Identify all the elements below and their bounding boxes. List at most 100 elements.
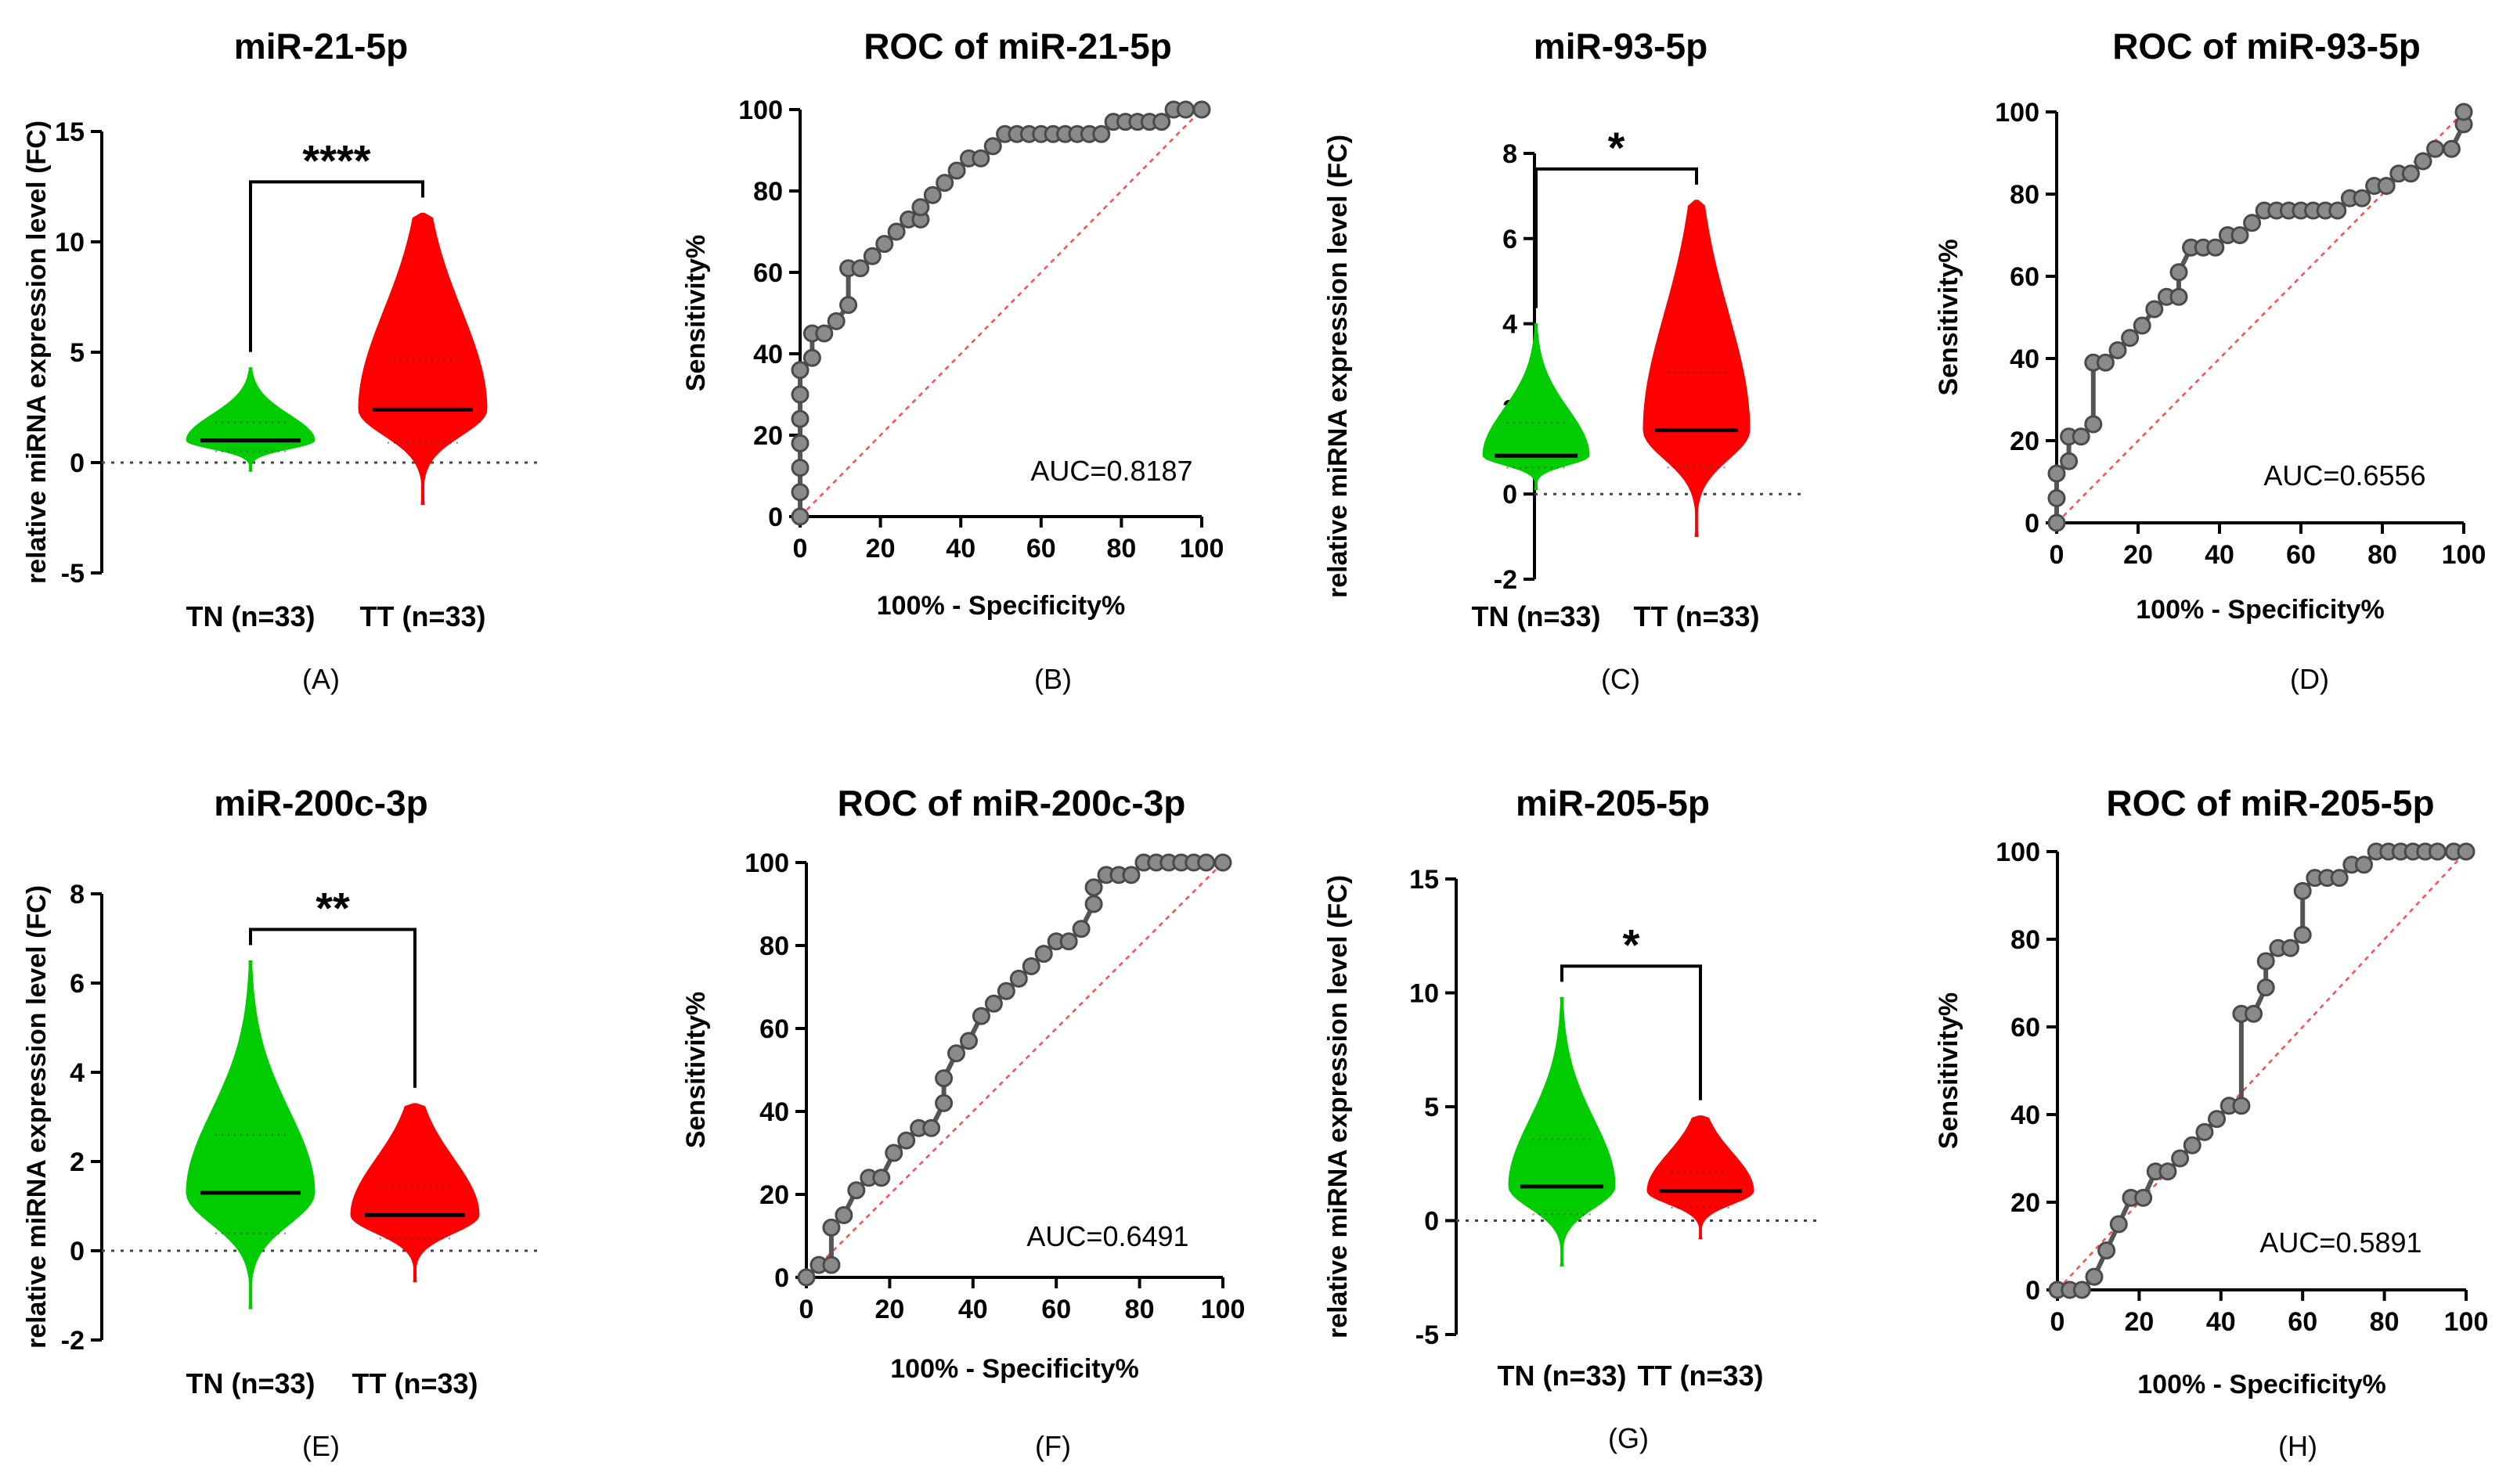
category-label: TN (n=33) bbox=[1471, 600, 1600, 632]
significance-stars: **** bbox=[302, 135, 370, 185]
x-tick-label: 40 bbox=[2206, 1307, 2236, 1337]
panel-label: (H) bbox=[2278, 1430, 2317, 1462]
roc-point bbox=[2108, 341, 2127, 359]
roc-point bbox=[2158, 1162, 2177, 1181]
roc-point bbox=[2281, 938, 2300, 957]
roc-point bbox=[1192, 100, 1211, 119]
roc-point bbox=[2293, 881, 2312, 900]
roc-point bbox=[972, 1007, 990, 1025]
y-tick-label: -5 bbox=[61, 559, 85, 589]
y-tick-label: 60 bbox=[2010, 1013, 2040, 1043]
panel-label: (F) bbox=[1035, 1430, 1071, 1462]
panel-4: ROC of miR-93-5p (D) 00 20 20 40 40 60 60 80 80 100… bbox=[1934, 26, 2486, 695]
roc-point bbox=[2047, 489, 2066, 507]
roc-point bbox=[947, 161, 966, 180]
roc-point bbox=[2097, 1241, 2116, 1260]
roc-point bbox=[822, 1218, 841, 1237]
roc-point bbox=[1034, 945, 1053, 964]
chart-title: miR-200c-3p bbox=[214, 783, 428, 823]
y-tick-label: 80 bbox=[2010, 180, 2039, 210]
roc-point bbox=[2414, 152, 2432, 171]
roc-point bbox=[2134, 1188, 2153, 1207]
roc-point bbox=[2230, 226, 2249, 244]
y-tick-label: -2 bbox=[1494, 565, 1517, 595]
y-tick-label: 100 bbox=[1996, 837, 2040, 867]
roc-point bbox=[2072, 1280, 2091, 1299]
roc-point bbox=[2454, 103, 2473, 121]
roc-point bbox=[1072, 920, 1091, 938]
roc-point bbox=[2377, 177, 2396, 195]
y-tick-label: 40 bbox=[2010, 344, 2039, 374]
significance-bracket bbox=[1560, 964, 1702, 1100]
roc-point bbox=[827, 312, 846, 330]
y-axis-label: Sensitivity% bbox=[1934, 239, 1963, 395]
y-tick-label: 0 bbox=[768, 502, 783, 532]
y-tick-label: 100 bbox=[745, 848, 789, 878]
significance-bracket bbox=[249, 180, 424, 352]
roc-point bbox=[791, 434, 810, 452]
roc-point bbox=[2171, 1149, 2190, 1168]
roc-point bbox=[2293, 925, 2312, 944]
roc-point bbox=[2353, 189, 2371, 207]
roc-point bbox=[791, 507, 810, 526]
y-axis-label: Sensitivity% bbox=[1934, 992, 1963, 1149]
violin-tn bbox=[1482, 323, 1590, 491]
roc-point bbox=[935, 1093, 954, 1112]
roc-point bbox=[2243, 214, 2262, 232]
y-tick-label: 0 bbox=[1424, 1207, 1439, 1237]
y-tick-label: 5 bbox=[1424, 1093, 1439, 1122]
x-tick-label: 80 bbox=[2367, 540, 2397, 570]
significance-stars: * bbox=[1623, 920, 1640, 969]
significance-bracket bbox=[249, 928, 416, 1088]
x-axis-label: 100% - Specificity% bbox=[2136, 595, 2384, 625]
category-label: TT (n=33) bbox=[359, 600, 485, 632]
y-tick-label: -5 bbox=[1415, 1320, 1439, 1350]
x-axis-label: 100% - Specificity% bbox=[2137, 1370, 2385, 1399]
roc-point bbox=[815, 324, 834, 343]
x-tick-label: 0 bbox=[2050, 1307, 2065, 1337]
x-tick-label: 40 bbox=[958, 1295, 988, 1324]
y-tick-label: 6 bbox=[1502, 225, 1517, 254]
roc-point bbox=[2428, 842, 2447, 861]
roc-point bbox=[863, 247, 882, 265]
y-axis-label: relative miRNA expression level (FC) bbox=[22, 885, 52, 1349]
roc-point bbox=[835, 1206, 853, 1224]
x-tick-label: 0 bbox=[799, 1295, 814, 1324]
chart-title: miR-205-5p bbox=[1516, 783, 1710, 823]
x-tick-label: 100 bbox=[2444, 1307, 2489, 1337]
roc-point bbox=[791, 409, 810, 428]
x-tick-label: 60 bbox=[2288, 1307, 2317, 1337]
roc-point bbox=[984, 994, 1003, 1013]
y-tick-label: 100 bbox=[738, 95, 783, 125]
y-tick-label: 4 bbox=[1502, 310, 1517, 340]
y-tick-label: 60 bbox=[753, 258, 783, 288]
y-tick-label: -2 bbox=[61, 1326, 85, 1356]
y-tick-label: 80 bbox=[2010, 925, 2040, 955]
panel-2: ROC of miR-21-5p (B) 00 20 20 40 40 60 60 80 80 100… bbox=[681, 26, 1224, 695]
violin-tn bbox=[186, 960, 316, 1309]
category-label: TT (n=33) bbox=[1637, 1360, 1763, 1392]
roc-point bbox=[972, 149, 990, 167]
roc-point bbox=[1009, 969, 1028, 988]
roc-point bbox=[2072, 427, 2090, 446]
y-tick-label: 10 bbox=[1409, 979, 1439, 1009]
reference-diagonal bbox=[2057, 851, 2467, 1291]
x-tick-label: 40 bbox=[2205, 540, 2234, 570]
y-axis-label: relative miRNA expression level (FC) bbox=[1323, 135, 1353, 598]
roc-point bbox=[2401, 164, 2420, 183]
roc-point bbox=[1213, 853, 1232, 872]
chart-title: miR-93-5p bbox=[1534, 26, 1707, 67]
roc-point bbox=[847, 1181, 866, 1200]
roc-point bbox=[2145, 300, 2164, 319]
roc-point bbox=[1122, 866, 1141, 884]
panel-label: (D) bbox=[2290, 663, 2329, 695]
roc-point bbox=[2206, 238, 2225, 257]
panel-label: (G) bbox=[1608, 1422, 1649, 1454]
y-axis-label: relative miRNA expression level (FC) bbox=[1323, 875, 1353, 1338]
y-tick-label: 60 bbox=[2010, 262, 2039, 292]
significance-bracket bbox=[1534, 167, 1698, 308]
y-axis-label: Sensitivity% bbox=[681, 235, 711, 391]
significance-stars: ** bbox=[316, 884, 350, 933]
